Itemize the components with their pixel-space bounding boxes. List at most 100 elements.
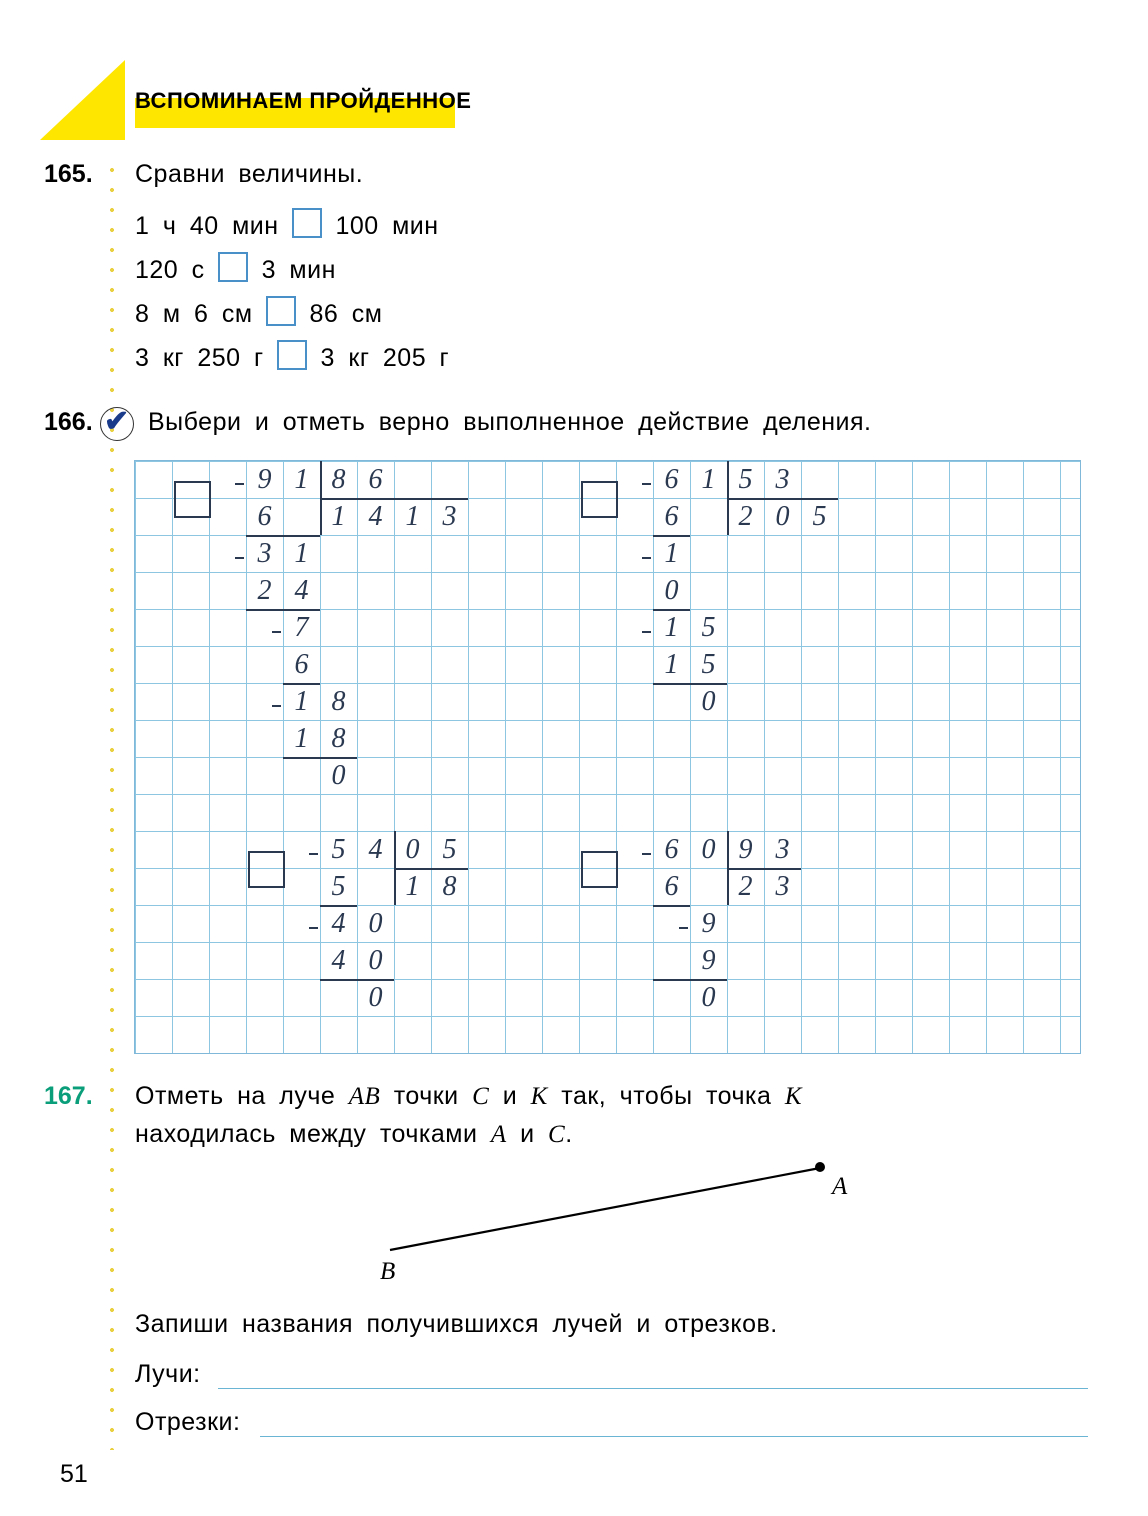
digit-cell: 6 <box>653 831 690 868</box>
digit-cell: 0 <box>690 683 727 720</box>
ex165-line-3: 8 м 6 см 86 см <box>135 296 382 329</box>
ex165-l1-left: 1 ч 40 мин <box>135 212 279 240</box>
digit-cell: 5 <box>320 868 357 905</box>
ex165-l2-left: 120 с <box>135 256 205 284</box>
minus-sign <box>642 557 651 559</box>
digit-cell: 9 <box>246 461 283 498</box>
digit-cell: 4 <box>320 905 357 942</box>
digit-cell: 1 <box>690 461 727 498</box>
segments-label: Отрезки: <box>135 1408 240 1437</box>
digit-cell: 2 <box>727 498 764 535</box>
underline <box>283 683 320 685</box>
digit-cell: 8 <box>431 868 468 905</box>
underline <box>653 905 690 907</box>
digit-cell: 5 <box>690 609 727 646</box>
digit-cell: 1 <box>394 868 431 905</box>
digit-cell: 1 <box>283 720 320 757</box>
digit-cell: 8 <box>320 683 357 720</box>
compare-box[interactable] <box>266 296 296 326</box>
digit-cell: 3 <box>764 461 801 498</box>
digit-cell: 6 <box>357 461 394 498</box>
underline <box>653 535 690 537</box>
digit-cell: 3 <box>246 535 283 572</box>
ray-figure <box>320 1150 880 1270</box>
digit-cell: 7 <box>283 609 320 646</box>
ex165-l3-right: 86 см <box>309 300 382 328</box>
ex165-l4-left: 3 кг 250 г <box>135 344 264 372</box>
checkmark-icon: ✔ <box>104 404 129 439</box>
digit-cell: 1 <box>653 609 690 646</box>
digit-cell: 3 <box>431 498 468 535</box>
corner-triangle <box>40 60 125 140</box>
ex167-text-3: Запиши названия получившихся лучей и отр… <box>135 1310 778 1339</box>
underline <box>246 535 320 537</box>
ex165-l1-right: 100 мин <box>335 212 438 240</box>
digit-cell: 3 <box>764 831 801 868</box>
digit-cell: 0 <box>357 979 394 1016</box>
dotted-margin <box>110 160 114 1450</box>
digit-cell: 2 <box>246 572 283 609</box>
underline <box>653 683 727 685</box>
divisor-line <box>320 498 468 500</box>
digit-cell: 6 <box>653 461 690 498</box>
digit-cell: 6 <box>653 498 690 535</box>
digit-cell: 4 <box>283 572 320 609</box>
digit-cell: 1 <box>283 535 320 572</box>
division-checkbox[interactable] <box>174 481 211 518</box>
exercise-number-166: 166. <box>44 408 93 437</box>
division-checkbox[interactable] <box>581 481 618 518</box>
division-checkbox[interactable] <box>581 851 618 888</box>
digit-cell: 1 <box>653 646 690 683</box>
digit-cell: 8 <box>320 720 357 757</box>
divisor-line <box>727 868 801 870</box>
digit-cell: 9 <box>727 831 764 868</box>
ex165-l3-left: 8 м 6 см <box>135 300 253 328</box>
ex165-l4-right: 3 кг 205 г <box>321 344 450 372</box>
underline <box>283 757 357 759</box>
label-a: A <box>832 1173 847 1201</box>
ex165-line-2: 120 с 3 мин <box>135 252 336 285</box>
minus-sign <box>235 483 244 485</box>
digit-cell: 6 <box>653 868 690 905</box>
compare-box[interactable] <box>218 252 248 282</box>
digit-cell: 1 <box>394 498 431 535</box>
rays-answer-line[interactable] <box>218 1388 1088 1389</box>
digit-cell: 5 <box>727 461 764 498</box>
digit-cell: 1 <box>320 498 357 535</box>
digit-cell: 4 <box>320 942 357 979</box>
label-b: B <box>380 1258 395 1286</box>
underline <box>653 609 690 611</box>
division-checkbox[interactable] <box>248 851 285 888</box>
digit-cell: 1 <box>283 461 320 498</box>
digit-cell: 6 <box>246 498 283 535</box>
digit-cell: 9 <box>690 942 727 979</box>
divisor-line <box>394 868 468 870</box>
compare-box[interactable] <box>292 208 322 238</box>
digit-cell: 0 <box>690 831 727 868</box>
compare-box[interactable] <box>277 340 307 370</box>
ex165-title: Сравни величины. <box>135 160 363 189</box>
digit-cell: 5 <box>320 831 357 868</box>
minus-sign <box>642 631 651 633</box>
digit-cell: 1 <box>653 535 690 572</box>
divisor-line <box>727 498 838 500</box>
digit-cell: 0 <box>653 572 690 609</box>
digit-cell: 6 <box>283 646 320 683</box>
digit-cell: 1 <box>283 683 320 720</box>
check-circle-icon: ✔ <box>100 407 134 441</box>
minus-sign <box>679 927 688 929</box>
digit-cell: 8 <box>320 461 357 498</box>
page-number: 51 <box>60 1460 88 1489</box>
segments-answer-line[interactable] <box>260 1436 1088 1437</box>
digit-cell: 9 <box>690 905 727 942</box>
minus-sign <box>235 557 244 559</box>
minus-sign <box>309 853 318 855</box>
digit-cell: 0 <box>357 942 394 979</box>
division-grid: 9186614133124761818061536205101515054055… <box>134 460 1081 1054</box>
underline <box>320 979 394 981</box>
digit-cell: 5 <box>690 646 727 683</box>
underline <box>246 609 320 611</box>
exercise-number-165: 165. <box>44 160 93 189</box>
point-a <box>815 1162 825 1172</box>
digit-cell: 0 <box>764 498 801 535</box>
